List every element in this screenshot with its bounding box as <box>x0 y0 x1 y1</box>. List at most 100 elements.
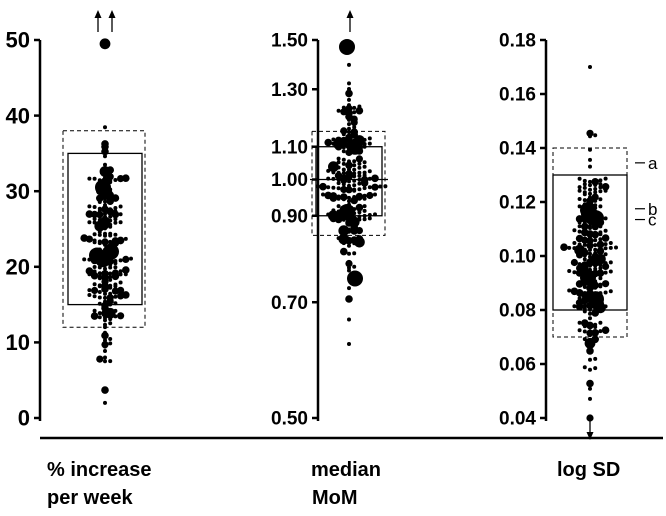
data-point <box>591 335 599 344</box>
data-point <box>319 182 327 191</box>
data-point <box>591 178 599 186</box>
data-point <box>87 204 92 209</box>
data-point <box>341 161 346 166</box>
data-point <box>603 246 608 251</box>
data-point <box>122 255 130 263</box>
data-point <box>340 127 348 135</box>
data-point <box>341 167 346 172</box>
data-point <box>603 290 608 295</box>
data-point <box>103 162 107 167</box>
data-point <box>588 183 592 188</box>
data-point <box>118 212 123 217</box>
data-point <box>581 222 589 231</box>
data-point <box>582 365 587 370</box>
data-point <box>588 179 592 184</box>
data-point <box>347 317 351 322</box>
data-point <box>582 242 587 247</box>
data-point <box>108 207 113 212</box>
data-point <box>87 288 92 293</box>
data-point <box>350 128 359 136</box>
y-tick-label: 0.10 <box>499 247 536 268</box>
data-point <box>572 228 577 233</box>
data-point <box>588 223 592 228</box>
data-point <box>352 195 357 199</box>
data-point <box>362 186 367 191</box>
data-point <box>608 269 613 274</box>
data-point <box>357 177 362 182</box>
data-point <box>113 294 118 299</box>
data-point <box>598 185 603 190</box>
data-point <box>383 184 388 189</box>
data-point <box>85 210 94 218</box>
data-point <box>603 252 608 257</box>
data-point <box>357 214 362 219</box>
data-point <box>324 138 333 147</box>
data-point <box>103 322 107 327</box>
data-point <box>347 259 351 264</box>
data-point <box>326 185 331 190</box>
data-point <box>588 386 592 391</box>
data-point <box>352 178 357 183</box>
data-point <box>345 161 353 170</box>
data-point <box>101 140 109 148</box>
data-point <box>593 356 598 361</box>
data-point <box>336 194 341 199</box>
data-point <box>101 238 109 246</box>
data-point <box>367 176 372 181</box>
data-point <box>87 293 92 297</box>
panel-1: 0 10 20 30 40 50 <box>6 10 146 431</box>
data-point <box>572 246 577 251</box>
data-point <box>598 282 603 287</box>
data-point <box>122 174 130 182</box>
large-point <box>580 269 596 286</box>
data-point <box>367 185 372 190</box>
data-point <box>347 126 351 131</box>
data-point <box>582 329 587 334</box>
data-point <box>103 154 107 159</box>
data-point <box>586 129 594 137</box>
data-point <box>116 236 125 245</box>
data-point <box>588 357 592 362</box>
data-point <box>347 159 351 164</box>
data-point <box>103 167 107 172</box>
data-point <box>347 97 351 102</box>
data-point <box>582 198 587 203</box>
data-point <box>603 228 608 233</box>
data-point <box>85 267 94 275</box>
data-point <box>97 239 102 244</box>
data-point <box>331 185 336 190</box>
data-point <box>357 170 362 175</box>
data-point <box>352 125 357 130</box>
data-point <box>341 149 346 154</box>
data-point <box>601 183 610 191</box>
off-scale-arrowhead <box>586 432 594 440</box>
large-point <box>103 243 119 260</box>
data-point <box>577 224 582 229</box>
data-point <box>598 237 603 242</box>
annotation-label: a <box>648 154 658 173</box>
data-point <box>108 214 113 219</box>
data-point <box>326 212 331 217</box>
data-point <box>586 237 594 245</box>
data-point <box>113 265 118 270</box>
data-point <box>582 257 587 262</box>
data-point <box>336 186 341 191</box>
data-point <box>347 243 351 248</box>
data-point <box>593 247 598 252</box>
data-point <box>367 216 372 221</box>
panel-1-dashed-box <box>62 130 146 328</box>
data-point <box>352 174 357 179</box>
panel-1-xlabel-line2: per week <box>47 487 133 509</box>
data-point <box>593 243 598 248</box>
data-point <box>103 330 107 335</box>
data-point <box>572 241 577 245</box>
data-point <box>103 203 107 208</box>
data-point <box>598 230 603 235</box>
data-point <box>593 187 598 191</box>
data-point <box>582 337 587 342</box>
data-point <box>357 187 362 192</box>
data-point <box>103 125 107 130</box>
data-point <box>360 176 369 184</box>
y-tick-label: 0.08 <box>499 301 536 322</box>
data-point <box>598 197 603 202</box>
